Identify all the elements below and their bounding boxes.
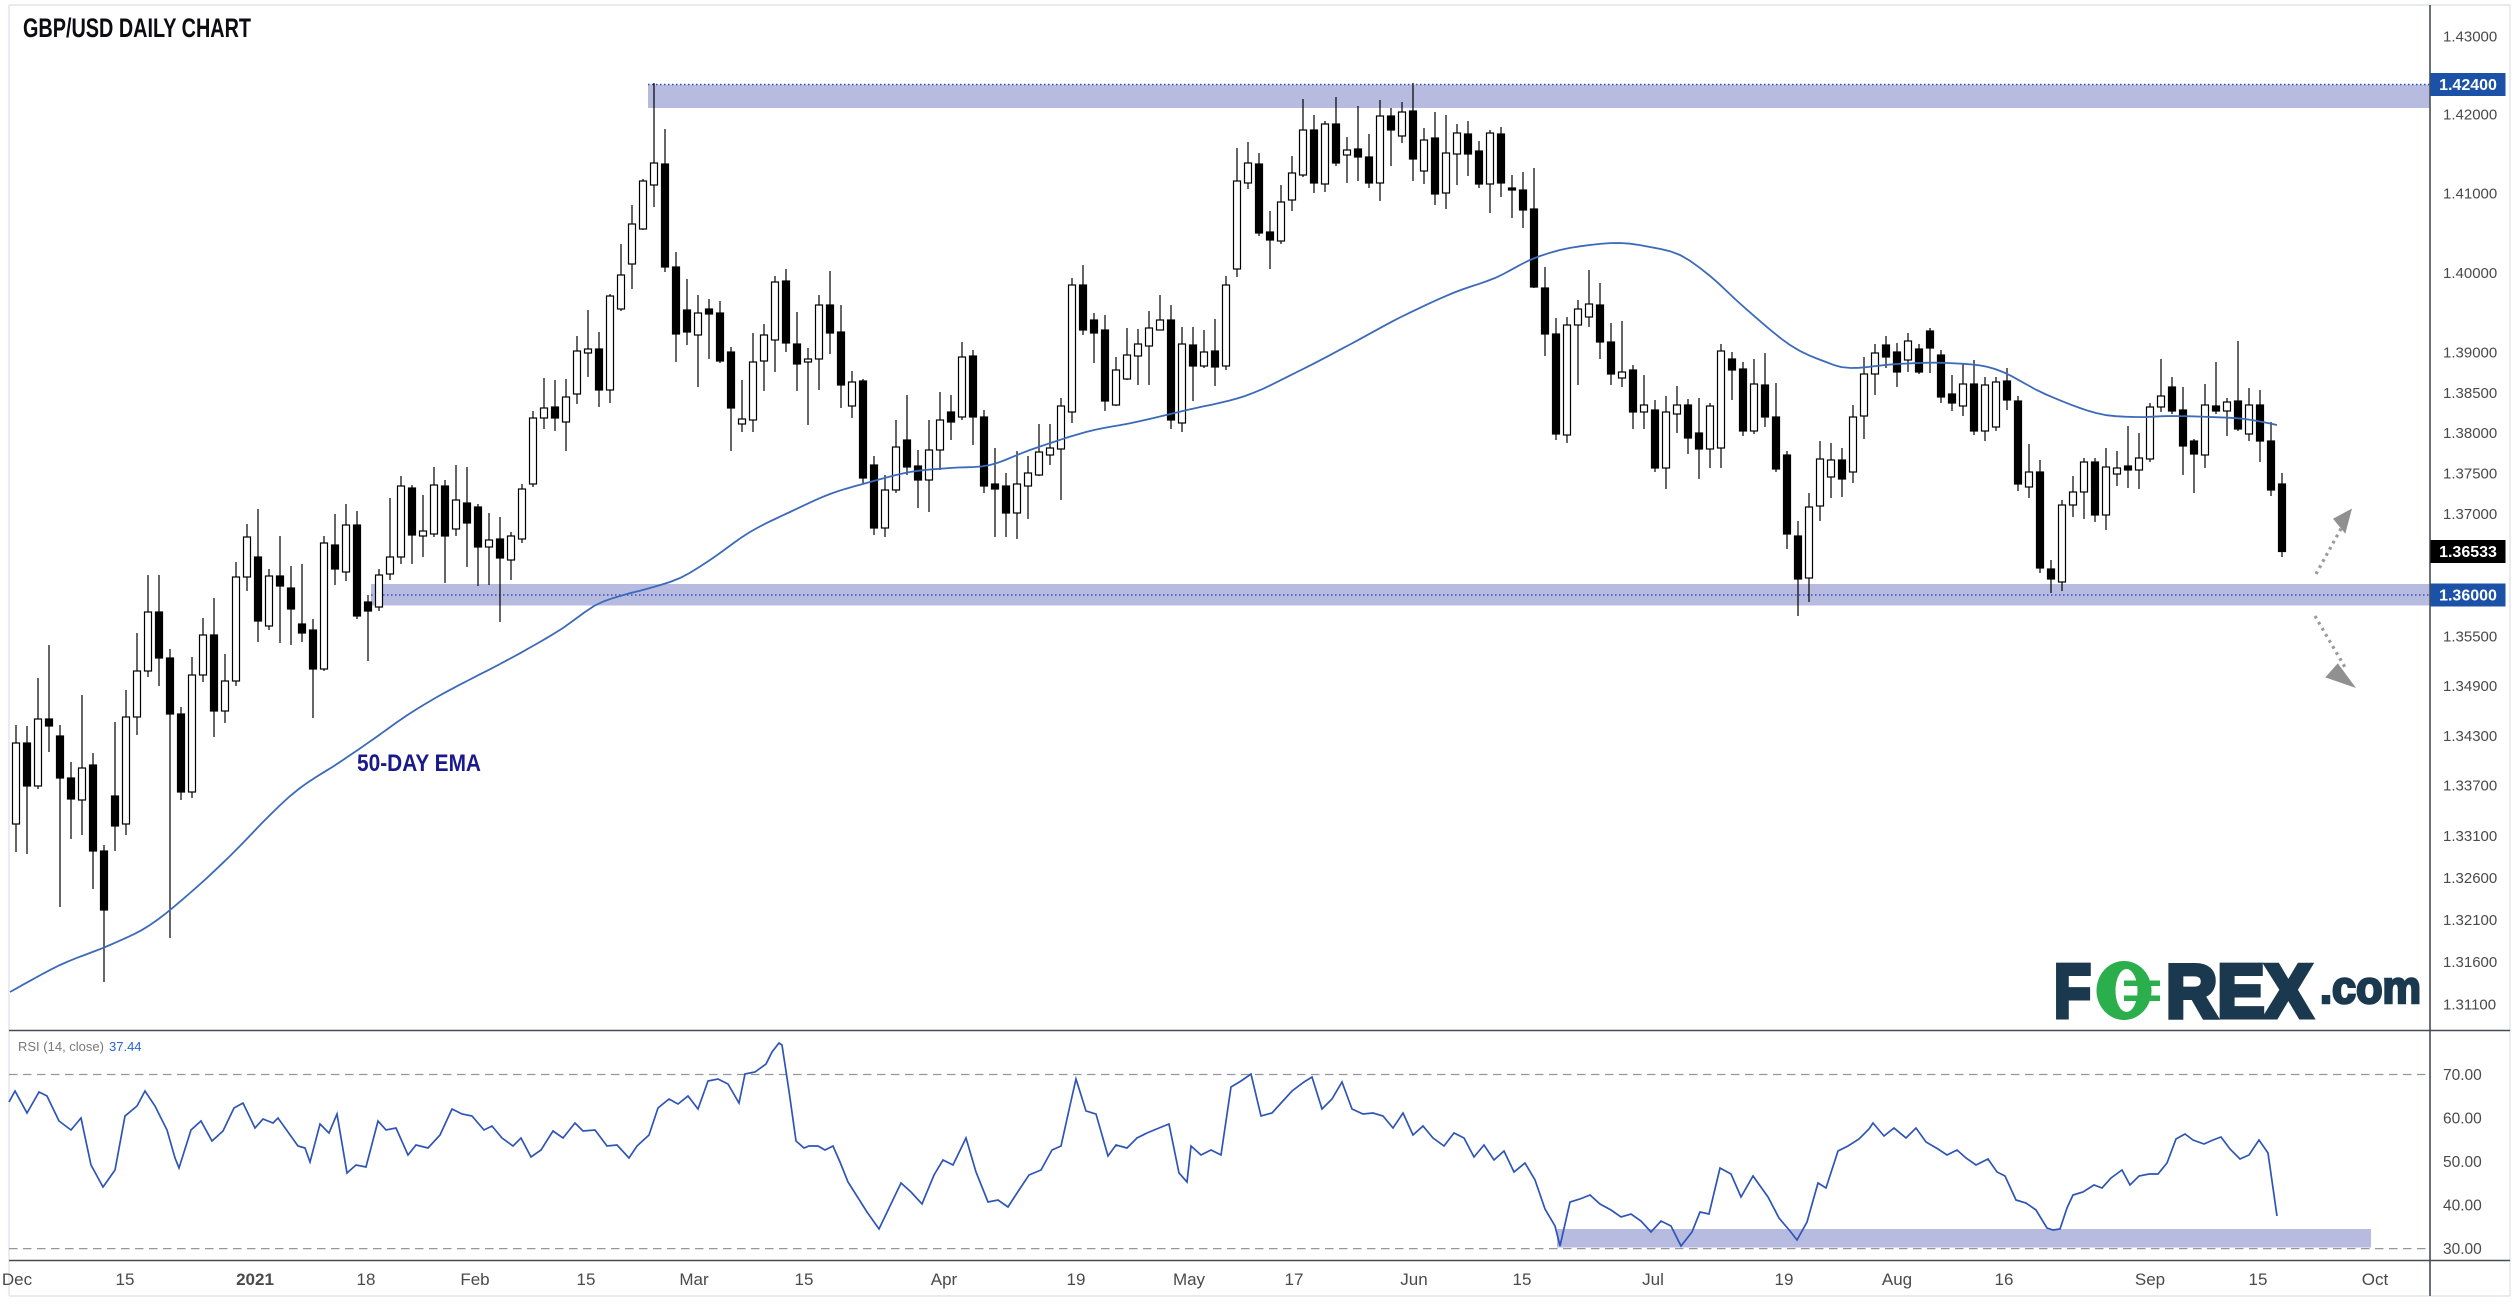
svg-text:Sep: Sep <box>2135 1270 2165 1289</box>
svg-text:REX: REX <box>2166 949 2312 1033</box>
svg-text:70.00: 70.00 <box>2443 1067 2482 1084</box>
svg-text:GBP/USD DAILY CHART: GBP/USD DAILY CHART <box>23 13 251 43</box>
svg-text:40.00: 40.00 <box>2443 1198 2482 1215</box>
svg-text:Mar: Mar <box>679 1270 709 1289</box>
svg-text:Jul: Jul <box>1642 1270 1664 1289</box>
svg-text:1.38500: 1.38500 <box>2443 385 2497 402</box>
svg-text:1.33100: 1.33100 <box>2443 828 2497 845</box>
svg-text:16: 16 <box>1995 1270 2014 1289</box>
svg-text:2021: 2021 <box>236 1270 274 1289</box>
svg-text:15: 15 <box>577 1270 596 1289</box>
svg-text:1.31600: 1.31600 <box>2443 954 2497 971</box>
svg-text:50.00: 50.00 <box>2443 1154 2482 1171</box>
svg-text:Apr: Apr <box>931 1270 958 1289</box>
svg-text:1.37000: 1.37000 <box>2443 506 2497 523</box>
svg-text:1.42400: 1.42400 <box>2439 77 2497 94</box>
svg-text:1.38000: 1.38000 <box>2443 425 2497 442</box>
svg-text:1.32100: 1.32100 <box>2443 912 2497 929</box>
svg-text:1.31100: 1.31100 <box>2443 997 2496 1014</box>
svg-text:19: 19 <box>1775 1270 1794 1289</box>
svg-text:15: 15 <box>795 1270 814 1289</box>
svg-text:17: 17 <box>1285 1270 1304 1289</box>
svg-text:30.00: 30.00 <box>2443 1241 2482 1258</box>
svg-text:1.34900: 1.34900 <box>2443 678 2497 695</box>
svg-text:1.36000: 1.36000 <box>2439 588 2497 605</box>
svg-text:15: 15 <box>1513 1270 1532 1289</box>
svg-text:Jun: Jun <box>1400 1270 1427 1289</box>
svg-text:.com: .com <box>2320 962 2421 1013</box>
svg-text:1.32600: 1.32600 <box>2443 870 2497 887</box>
svg-text:Oct: Oct <box>2362 1270 2389 1289</box>
svg-text:1.43000: 1.43000 <box>2443 29 2497 46</box>
svg-text:May: May <box>1173 1270 1206 1289</box>
svg-text:37.44: 37.44 <box>109 1039 142 1054</box>
svg-text:1.40000: 1.40000 <box>2443 265 2497 282</box>
svg-text:1.34300: 1.34300 <box>2443 728 2497 745</box>
svg-text:60.00: 60.00 <box>2443 1111 2482 1128</box>
svg-text:1.35500: 1.35500 <box>2443 629 2497 646</box>
svg-text:1.33700: 1.33700 <box>2443 778 2497 795</box>
svg-text:Dec: Dec <box>2 1270 33 1289</box>
svg-text:1.41000: 1.41000 <box>2443 186 2497 203</box>
svg-text:1.42000: 1.42000 <box>2443 107 2497 124</box>
svg-text:RSI (14, close): RSI (14, close) <box>18 1039 104 1054</box>
svg-text:Feb: Feb <box>460 1270 489 1289</box>
svg-text:F: F <box>2054 949 2091 1033</box>
svg-text:1.37500: 1.37500 <box>2443 466 2497 483</box>
svg-text:18: 18 <box>357 1270 376 1289</box>
svg-text:15: 15 <box>116 1270 135 1289</box>
svg-text:15: 15 <box>2249 1270 2268 1289</box>
svg-text:1.36533: 1.36533 <box>2439 544 2497 561</box>
svg-text:Aug: Aug <box>1882 1270 1912 1289</box>
svg-text:50-DAY EMA: 50-DAY EMA <box>357 750 481 777</box>
svg-text:19: 19 <box>1067 1270 1086 1289</box>
svg-text:1.39000: 1.39000 <box>2443 345 2497 362</box>
